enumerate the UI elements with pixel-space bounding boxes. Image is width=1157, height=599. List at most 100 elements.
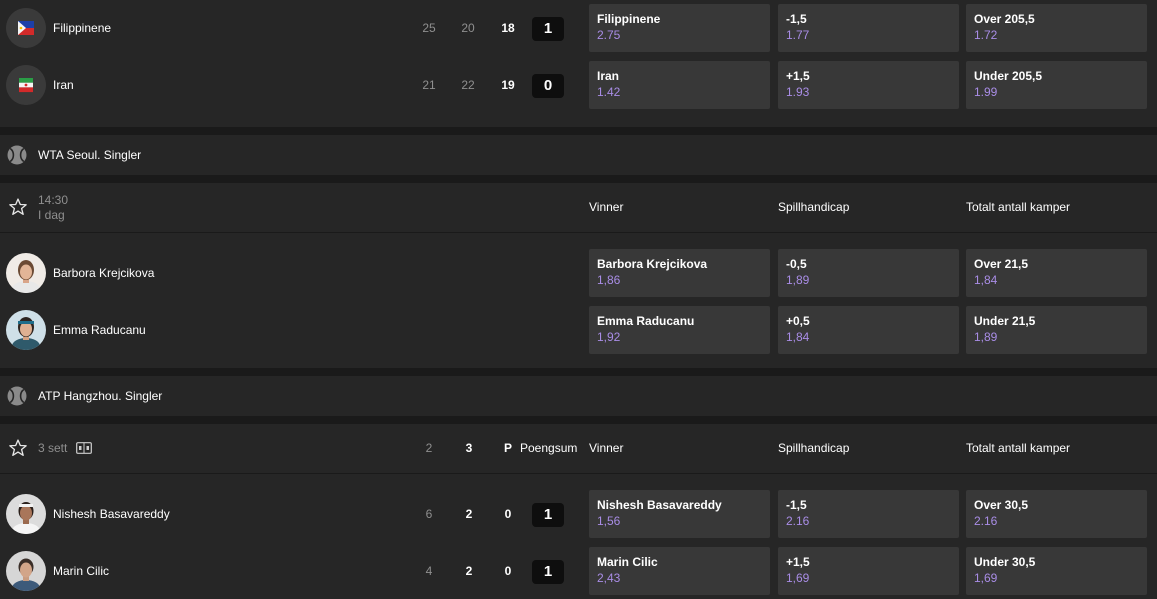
odds-button[interactable]: Under 21,5 1,89	[966, 306, 1147, 354]
column-header-handicap: Spillhandicap	[778, 200, 850, 214]
set-score: 20	[461, 21, 475, 35]
league-header-wta-seoul[interactable]: WTA Seoul. Singler	[0, 135, 1157, 175]
odds-label: Filippinene	[597, 12, 661, 26]
match-card-krejcikova-raducanu: 14:30 I dag Vinner Spillhandicap Totalt …	[0, 183, 1157, 368]
odds-button[interactable]: +1,5 1.93	[778, 61, 959, 109]
odds-value: 1.72	[974, 28, 998, 42]
player-name: Emma Raducanu	[53, 323, 146, 337]
odds-label: Over 21,5	[974, 257, 1029, 271]
league-name: WTA Seoul. Singler	[38, 148, 142, 162]
flag-philippines-icon	[6, 8, 46, 48]
player-avatar	[6, 494, 46, 534]
column-header-handicap: Spillhandicap	[778, 441, 850, 455]
odds-value: 1.99	[974, 85, 998, 99]
column-header-total: Totalt antall kamper	[966, 200, 1071, 214]
odds-value: 1,69	[974, 571, 998, 585]
odds-value: 1.42	[597, 85, 621, 99]
odds-value: 1,84	[974, 273, 998, 287]
set-score: 4	[425, 564, 433, 578]
odds-value: 1.93	[786, 85, 810, 99]
odds-value: 1.77	[786, 28, 810, 42]
set-score: 2	[465, 564, 473, 578]
odds-button[interactable]: Over 30,5 2.16	[966, 490, 1147, 538]
odds-value: 2.16	[974, 514, 998, 528]
divider	[0, 473, 1157, 474]
odds-label: Over 205,5	[974, 12, 1035, 26]
set-score: 19	[501, 78, 515, 92]
odds-button[interactable]: -0,5 1,89	[778, 249, 959, 297]
player-avatar	[6, 310, 46, 350]
team-name: Iran	[53, 78, 74, 92]
odds-label: Under 30,5	[974, 555, 1036, 569]
game-points: 0	[504, 507, 512, 521]
odds-label: Barbora Krejcikova	[597, 257, 708, 271]
match-score: 1	[532, 560, 564, 584]
divider	[0, 232, 1157, 233]
match-header: 3 sett 2 3 P Poengsum Vinner Spillhandic…	[0, 424, 1157, 472]
column-header-score: Poengsum	[520, 441, 578, 455]
odds-value: 1,89	[786, 273, 810, 287]
odds-label: +0,5	[786, 314, 810, 328]
set-score: 25	[422, 21, 436, 35]
team-row: Iran 21 22 19 0 Iran 1.42 +1,5 1.93 Unde…	[0, 57, 1157, 113]
odds-value: 1,89	[974, 330, 998, 344]
flag-iran-icon	[6, 65, 46, 105]
odds-value: 2.16	[786, 514, 810, 528]
odds-label: Under 21,5	[974, 314, 1036, 328]
column-header-set: 2	[425, 441, 433, 455]
odds-button[interactable]: Marin Cilic 2,43	[589, 547, 770, 595]
player-row: Marin Cilic 4 2 0 1 Marin Cilic 2,43 +1,…	[0, 543, 1157, 599]
player-name: Nishesh Basavareddy	[53, 507, 170, 521]
star-icon[interactable]	[8, 197, 28, 217]
match-time: 14:30 I dag	[38, 193, 68, 223]
match-card-filippinene-iran: Filippinene 25 20 18 1 Filippinene 2.75 …	[0, 0, 1157, 127]
odds-label: Iran	[597, 69, 620, 83]
match-card-basavareddy-cilic: 3 sett 2 3 P Poengsum Vinner Spillhandic…	[0, 424, 1157, 599]
start-time: 14:30	[38, 193, 69, 207]
player-avatar	[6, 253, 46, 293]
odds-value: 1,56	[597, 514, 621, 528]
odds-button[interactable]: -1,5 1.77	[778, 4, 959, 52]
odds-button[interactable]: Iran 1.42	[589, 61, 770, 109]
odds-button[interactable]: +0,5 1,84	[778, 306, 959, 354]
team-name: Filippinene	[53, 21, 112, 35]
odds-button[interactable]: -1,5 2.16	[778, 490, 959, 538]
sets-label: 3 sett	[38, 441, 68, 455]
column-header-total: Totalt antall kamper	[966, 441, 1071, 455]
odds-value: 2,43	[597, 571, 621, 585]
odds-label: -0,5	[786, 257, 807, 271]
odds-button[interactable]: Filippinene 2.75	[589, 4, 770, 52]
odds-button[interactable]: Over 21,5 1,84	[966, 249, 1147, 297]
odds-value: 1,84	[786, 330, 810, 344]
column-header-winner: Vinner	[589, 441, 624, 455]
match-score: 1	[532, 17, 564, 41]
odds-label: +1,5	[786, 69, 810, 83]
player-row: Nishesh Basavareddy 6 2 0 1 Nishesh Basa…	[0, 486, 1157, 542]
odds-label: +1,5	[786, 555, 810, 569]
odds-button[interactable]: Under 205,5 1.99	[966, 61, 1147, 109]
column-header-points: P	[503, 441, 512, 455]
set-score: 21	[422, 78, 436, 92]
odds-value: 1,69	[786, 571, 810, 585]
odds-value: 2.75	[597, 28, 621, 42]
odds-button[interactable]: +1,5 1,69	[778, 547, 959, 595]
scoreboard-icon[interactable]	[76, 442, 92, 454]
player-avatar	[6, 551, 46, 591]
odds-value: 1,86	[597, 273, 621, 287]
odds-button[interactable]: Over 205,5 1.72	[966, 4, 1147, 52]
star-icon[interactable]	[8, 438, 28, 458]
tennis-ball-icon	[7, 145, 27, 165]
team-row: Filippinene 25 20 18 1 Filippinene 2.75 …	[0, 0, 1157, 56]
tennis-ball-icon	[7, 386, 27, 406]
player-name: Marin Cilic	[53, 564, 110, 578]
column-header-set: 3	[465, 441, 473, 455]
odds-button[interactable]: Barbora Krejcikova 1,86	[589, 249, 770, 297]
match-header: 14:30 I dag Vinner Spillhandicap Totalt …	[0, 183, 1157, 231]
game-points: 0	[504, 564, 512, 578]
odds-button[interactable]: Under 30,5 1,69	[966, 547, 1147, 595]
odds-button[interactable]: Nishesh Basavareddy 1,56	[589, 490, 770, 538]
league-header-atp-hangzhou[interactable]: ATP Hangzhou. Singler	[0, 376, 1157, 416]
match-score: 0	[532, 74, 564, 98]
odds-value: 1,92	[597, 330, 621, 344]
odds-button[interactable]: Emma Raducanu 1,92	[589, 306, 770, 354]
